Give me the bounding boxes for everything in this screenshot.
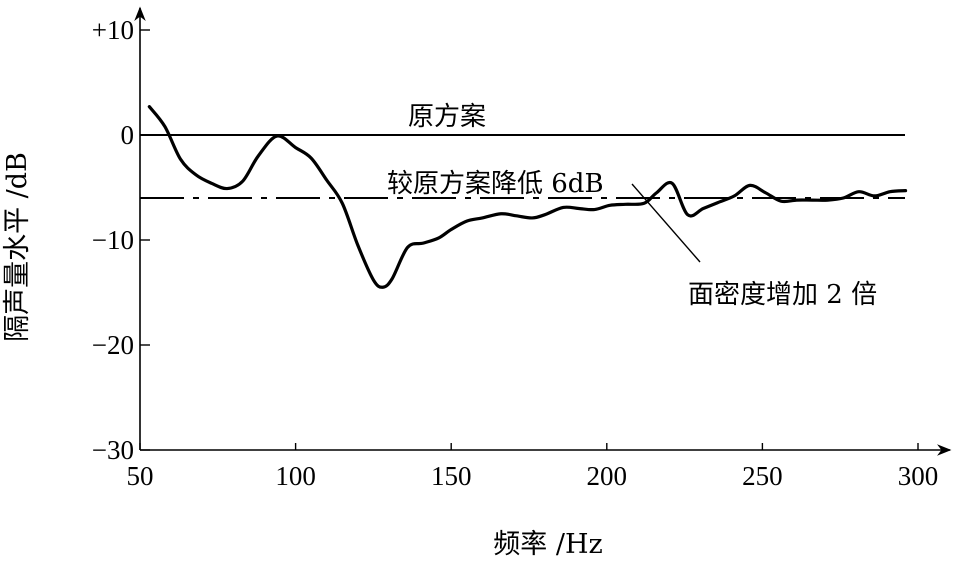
x-tick-label-100: 100 — [275, 461, 316, 491]
y-tick-label-2: −10 — [92, 225, 134, 255]
y-tick-label-4: −30 — [92, 435, 134, 465]
y-tick-label-1: 0 — [121, 120, 135, 150]
y-ticks: +10 0 −10 −20 −30 — [92, 15, 150, 465]
x-tick-label-300: 300 — [898, 461, 939, 491]
minus6-label: 较原方案降低 6dB — [387, 169, 604, 199]
mass-label: 面密度增加 2 倍 — [688, 280, 877, 310]
axes — [134, 6, 952, 456]
annotations: 原方案 较原方案降低 6dB 面密度增加 2 倍 — [387, 102, 877, 310]
baseline-label: 原方案 — [408, 102, 486, 132]
series-mass-doubled-line — [147, 105, 908, 289]
x-axis-title: 频率 /Hz — [493, 529, 602, 560]
callout-leader-line — [631, 183, 701, 263]
series-layer — [140, 105, 908, 289]
y-tick-label-0: +10 — [92, 15, 134, 45]
x-tick-label-250: 250 — [742, 461, 783, 491]
x-ticks: 50 100 150 200 250 300 — [127, 443, 939, 491]
y-axis-title: 隔声量水平 /dB — [2, 152, 33, 342]
y-tick-label-3: −20 — [92, 330, 134, 360]
x-tick-label-150: 150 — [431, 461, 472, 491]
x-tick-label-200: 200 — [587, 461, 628, 491]
x-tick-label-50: 50 — [127, 461, 154, 491]
